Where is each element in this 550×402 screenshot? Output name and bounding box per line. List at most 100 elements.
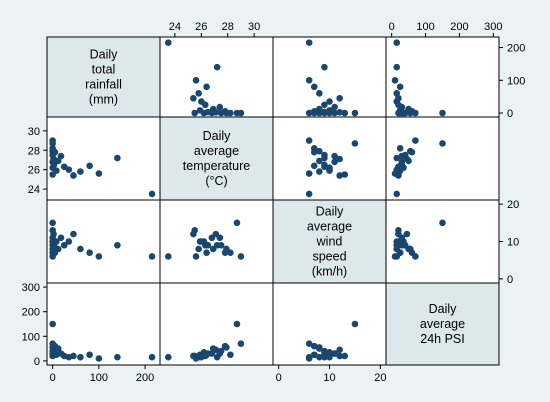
data-point — [209, 105, 217, 113]
scatter-cell-rainfall-vs-psi — [385, 36, 500, 118]
matrix-cells — [46, 36, 500, 366]
data-point — [164, 253, 172, 260]
x-tick-label-temperature: 26 — [195, 21, 207, 33]
y-tick-label-rainfall: 100 — [507, 75, 525, 87]
diagonal-label-psi: Daily average 24h PSI — [420, 302, 465, 346]
data-point — [209, 345, 217, 352]
data-point — [191, 109, 199, 117]
data-point — [49, 320, 56, 328]
x-tick-label-rainfall: 0 — [50, 372, 56, 384]
diagonal-label-line: Daily — [429, 302, 458, 316]
data-point — [396, 162, 404, 170]
data-point — [336, 109, 343, 116]
diagonal-label-line: Daily — [203, 129, 232, 143]
y-tick-label-psi: 0 — [34, 356, 40, 368]
y-tick-label-rainfall: 0 — [507, 108, 513, 120]
data-point — [209, 245, 217, 253]
data-point — [50, 230, 57, 238]
data-point — [49, 140, 56, 147]
data-point — [408, 148, 416, 156]
data-point — [204, 108, 212, 116]
data-point — [51, 148, 59, 156]
y-tick-label-temperature: 28 — [28, 145, 40, 157]
data-point — [403, 230, 411, 238]
y-tick-label-temperature: 24 — [28, 184, 40, 196]
data-point — [57, 234, 65, 242]
x-tick-label-temperature: 30 — [248, 21, 260, 33]
y-tick-label-temperature: 30 — [28, 126, 40, 138]
data-point — [65, 166, 73, 173]
data-point — [60, 241, 68, 249]
scatter-cell-wind-vs-temperature — [159, 199, 274, 284]
data-point — [439, 219, 446, 227]
data-point — [233, 109, 241, 117]
scatter-cell-psi-vs-rainfall — [46, 282, 161, 366]
data-point — [53, 167, 60, 174]
diagonal-labels: Daily total rainfall (mm) Daily average temper… — [85, 48, 465, 347]
data-point — [208, 234, 216, 242]
scatter-points-psi-vs-temperature — [164, 320, 245, 362]
y-tick-label-psi: 100 — [22, 331, 40, 343]
data-point — [49, 219, 56, 227]
data-point — [70, 172, 77, 179]
diagonal-label-temperature: Daily average temperature (°C) — [183, 129, 250, 188]
data-point — [316, 157, 323, 165]
data-point — [77, 353, 84, 361]
diagonal-cell-temperature — [159, 116, 274, 201]
data-point — [114, 353, 121, 361]
x-tick-label-wind: 20 — [374, 372, 386, 384]
data-point — [405, 157, 412, 165]
diagonal-label-line: total — [92, 63, 116, 77]
data-point — [95, 355, 103, 362]
data-point — [221, 108, 229, 115]
data-point — [70, 352, 77, 360]
data-point — [192, 355, 200, 362]
y-tick-label-wind: 0 — [507, 274, 513, 286]
data-point — [237, 340, 245, 347]
data-point — [198, 98, 205, 105]
data-point — [396, 145, 404, 152]
data-point — [305, 39, 313, 46]
data-point — [336, 172, 343, 179]
data-point — [237, 253, 245, 260]
data-point — [213, 63, 221, 71]
data-point — [60, 163, 68, 171]
data-point — [198, 238, 205, 245]
diagonal-label-line: average — [420, 317, 465, 331]
x-tick-label-wind: 10 — [323, 372, 335, 384]
data-point — [203, 83, 210, 91]
data-point — [331, 152, 338, 160]
data-point — [321, 63, 328, 71]
data-point — [305, 170, 313, 177]
scatter-points-temperature-vs-psi — [391, 137, 446, 198]
scatter-cell-temperature-vs-wind — [272, 116, 387, 201]
data-point — [86, 249, 93, 257]
data-point — [393, 39, 401, 46]
data-point — [164, 39, 172, 46]
y-tick-label-psi: 200 — [22, 307, 40, 319]
data-point — [336, 346, 343, 354]
scatter-points-temperature-vs-wind — [305, 137, 359, 198]
matrix-points — [49, 39, 446, 362]
data-point — [148, 353, 156, 361]
data-point — [190, 94, 197, 102]
y-tick-label-wind: 20 — [507, 199, 519, 211]
data-point — [65, 238, 73, 245]
diagonal-label-rainfall: Daily total rainfall (mm) — [85, 48, 122, 107]
data-point — [192, 76, 200, 84]
x-tick-label-temperature: 24 — [169, 21, 181, 33]
data-point — [86, 351, 93, 359]
data-point — [405, 245, 412, 253]
data-point — [393, 90, 401, 97]
data-point — [54, 245, 62, 253]
y-tick-label-rainfall: 200 — [507, 43, 525, 55]
data-point — [233, 320, 241, 328]
scatter-cell-wind-vs-rainfall — [46, 199, 161, 284]
data-point — [53, 238, 60, 245]
x-tick-label-wind: 0 — [276, 372, 282, 384]
x-tick-label-psi: 200 — [450, 21, 468, 33]
data-point — [195, 90, 202, 97]
data-point — [221, 249, 229, 257]
scatter-points-wind-vs-psi — [391, 219, 446, 260]
